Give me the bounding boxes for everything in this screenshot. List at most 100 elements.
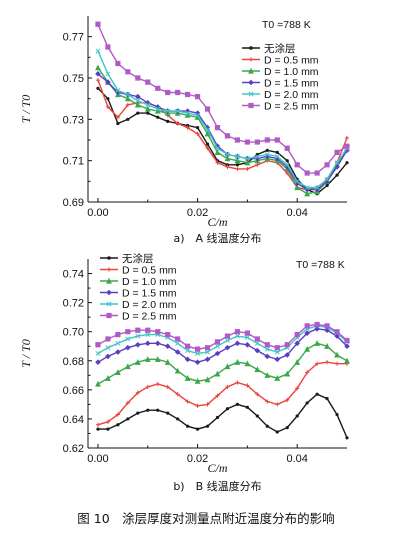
data-point <box>95 77 101 83</box>
data-point <box>245 405 249 409</box>
x-axis-label: C/m <box>207 461 227 475</box>
chart-b: 0.62 0.64 0.66 0.68 0.70 0.72 0.74 0.00 0.02 0.04… <box>19 252 350 493</box>
data-point <box>334 329 340 335</box>
data-point <box>106 97 110 101</box>
data-point <box>155 381 160 387</box>
subcaption: a) A 线温度分布 <box>173 231 261 245</box>
data-point <box>294 178 300 184</box>
data-point <box>165 89 171 96</box>
data-point <box>225 164 230 169</box>
data-point <box>164 359 171 365</box>
data-point <box>185 348 191 354</box>
data-point <box>204 376 211 383</box>
data-point <box>305 401 309 405</box>
data-point <box>115 412 120 417</box>
series-line <box>97 342 348 385</box>
data-point <box>105 79 111 85</box>
data-point <box>255 162 260 167</box>
data-point <box>244 335 250 340</box>
y-tick-label: 0.66 <box>63 385 84 397</box>
data-point <box>95 64 101 71</box>
data-point <box>175 89 181 96</box>
data-point <box>275 430 279 434</box>
data-point <box>115 340 121 346</box>
legend-marker <box>248 57 254 62</box>
data-point <box>105 374 111 381</box>
data-point <box>185 91 191 98</box>
y-tick-label: 0.69 <box>63 197 84 209</box>
y-tick-label: 0.68 <box>63 356 84 368</box>
data-point <box>135 327 141 333</box>
legend-marker <box>106 312 112 319</box>
data-point <box>194 346 201 352</box>
data-point <box>234 154 240 159</box>
data-point <box>135 93 141 100</box>
data-point <box>134 101 141 108</box>
data-point <box>225 337 230 343</box>
data-point <box>146 408 150 412</box>
data-point <box>126 417 130 421</box>
data-point <box>274 356 281 363</box>
data-point <box>154 340 161 347</box>
data-point <box>274 345 280 351</box>
data-point <box>254 336 260 342</box>
data-point <box>174 349 181 355</box>
data-point <box>244 139 250 145</box>
data-point <box>195 403 200 408</box>
data-point <box>184 356 191 363</box>
data-point <box>314 340 321 346</box>
data-point <box>255 414 259 418</box>
data-point <box>225 384 230 390</box>
data-point <box>116 423 120 427</box>
data-point <box>274 137 280 143</box>
data-point <box>264 346 270 352</box>
data-point <box>185 343 191 349</box>
data-point <box>304 330 310 336</box>
data-point <box>105 345 111 351</box>
data-point <box>174 367 181 374</box>
data-point <box>214 370 221 377</box>
data-point <box>244 360 251 367</box>
legend-label: D = 2.0 mm <box>122 299 177 311</box>
data-point <box>145 384 150 390</box>
data-point <box>125 69 131 75</box>
data-point <box>215 160 220 165</box>
x-tick-label: 0.04 <box>286 207 307 219</box>
data-point <box>304 323 310 329</box>
data-point <box>324 162 330 168</box>
data-point <box>115 349 121 355</box>
data-point <box>195 126 200 130</box>
data-point <box>294 332 300 338</box>
y-axis-label: T / T0 <box>19 339 33 367</box>
data-point <box>115 60 121 67</box>
data-point <box>234 157 241 164</box>
data-point <box>125 329 131 335</box>
data-point <box>255 392 260 397</box>
x-axis-label: C/m <box>207 215 227 229</box>
data-point <box>225 407 230 411</box>
data-point <box>315 392 319 396</box>
x-tick-label: 0.00 <box>87 207 108 219</box>
legend-marker <box>106 301 112 307</box>
data-point <box>105 353 111 360</box>
data-point <box>334 149 340 155</box>
legend-label: D = 2.5 mm <box>264 101 319 113</box>
data-point <box>294 340 300 347</box>
legend-label: 无涂层 <box>122 252 154 265</box>
data-point <box>205 142 210 146</box>
series-d25 <box>95 321 350 352</box>
y-tick-label: 0.75 <box>63 73 84 85</box>
data-point <box>96 427 100 431</box>
data-point <box>314 185 320 190</box>
data-point <box>264 342 270 348</box>
data-point <box>194 94 201 100</box>
legend-label: D = 1.5 mm <box>264 78 319 90</box>
data-point <box>115 115 120 120</box>
series-d10 <box>95 340 350 387</box>
data-point <box>345 161 349 165</box>
data-point <box>214 350 221 357</box>
data-point <box>295 414 299 418</box>
data-point <box>136 111 140 115</box>
x-tick-label: 0.02 <box>187 453 208 465</box>
